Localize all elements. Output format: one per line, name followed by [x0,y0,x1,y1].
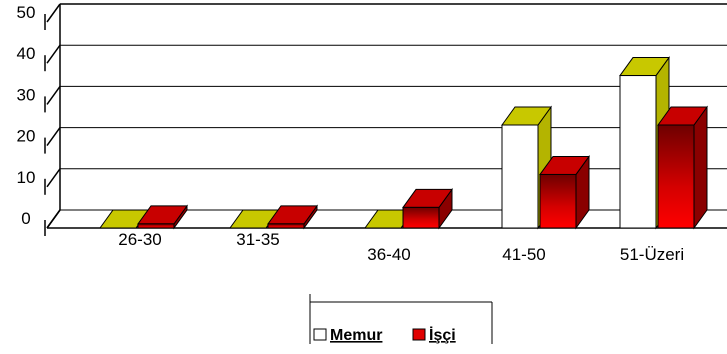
y-tick-label: 30 [17,85,36,104]
bar-memur-3 [501,105,552,230]
category-label: 26-30 [118,230,161,249]
bars [99,56,708,230]
side-gridline [46,127,61,147]
legend-swatch-isci [412,328,426,341]
category-label: 36-40 [367,245,410,264]
y-tick-label: 20 [17,127,36,146]
side-gridline [46,168,61,188]
side-gridline [46,209,61,229]
y-axis: 0 10 20 30 40 50 [17,3,46,236]
y-tick-label: 40 [17,44,36,63]
side-gridline [46,3,61,23]
bar-isci-1 [267,204,318,230]
bar-isci-2 [402,187,453,230]
category-label: 41-50 [502,245,545,264]
bar-isci-4 [657,105,708,230]
bar-isci-0 [137,204,188,230]
legend-label-isci: İşçi [429,326,456,344]
legend-label-memur: Memur [330,327,382,344]
category-label: 51-Üzeri [620,245,684,264]
y-tick-label: 50 [17,3,36,22]
y-tick-label: 10 [17,168,36,187]
y-tick-label: 0 [21,209,30,228]
side-gridline [46,85,61,105]
legend-swatch-memur [313,328,327,341]
side-gridline [46,44,61,64]
bar-isci-3 [539,154,590,230]
legend: Memur İşçi [309,294,493,344]
category-labels: 26-30 31-35 36-40 41-50 51-Üzeri [118,230,684,264]
category-label: 31-35 [236,230,279,249]
